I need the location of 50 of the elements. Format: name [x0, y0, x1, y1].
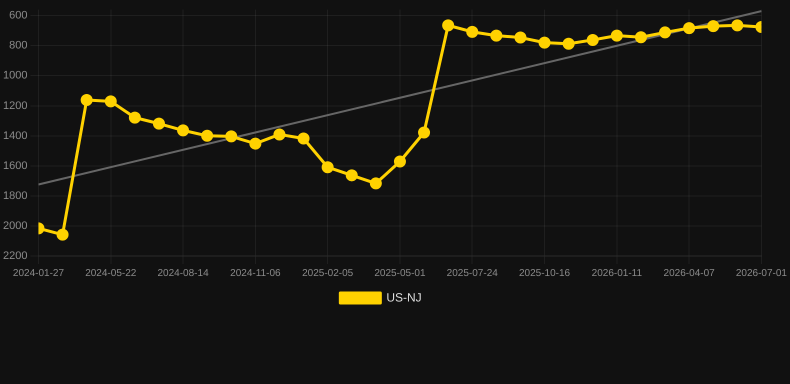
point	[346, 169, 358, 182]
point	[731, 19, 744, 32]
point	[298, 132, 310, 145]
x-tick-label: 2025-10-16	[518, 268, 571, 279]
point	[659, 26, 672, 38]
y-tick-label: 1200	[2, 100, 28, 112]
point	[586, 34, 599, 46]
point	[249, 138, 262, 150]
point	[177, 124, 190, 136]
y-tick-label: 1600	[2, 160, 28, 172]
point	[418, 126, 430, 138]
point	[707, 20, 720, 32]
x-tick-label: 2026-07-01	[736, 268, 788, 279]
y-tick-label: 1000	[2, 70, 28, 82]
y-tick-label: 1800	[2, 190, 28, 202]
x-tick-label: 2025-07-24	[446, 268, 498, 279]
point	[466, 26, 478, 38]
point	[201, 130, 214, 142]
point	[322, 161, 334, 174]
point	[634, 31, 647, 44]
point	[514, 32, 526, 44]
point	[610, 30, 623, 42]
y-tick-label: 1400	[2, 130, 28, 142]
x-tick-label: 2024-05-22	[85, 268, 137, 279]
point	[394, 155, 406, 168]
point	[538, 36, 551, 49]
x-tick-label: 2024-11-06	[230, 268, 281, 279]
y-tick-label: 2200	[2, 250, 28, 262]
point	[442, 19, 454, 32]
x-tick-label: 2025-02-05	[302, 268, 354, 279]
point	[225, 130, 238, 142]
legend-label: US-NJ	[386, 290, 422, 304]
point	[56, 228, 69, 241]
y-tick-label: 600	[9, 10, 28, 22]
y-tick-label: 2000	[2, 220, 28, 232]
point	[562, 38, 575, 50]
x-tick-label: 2024-01-27	[12, 268, 64, 279]
point	[490, 30, 502, 42]
point	[104, 95, 117, 108]
y-tick-label: 800	[9, 40, 28, 52]
x-tick-label: 2026-04-07	[664, 268, 716, 279]
point	[80, 94, 93, 106]
point	[152, 118, 165, 130]
x-tick-label: 2026-01-11	[592, 268, 642, 279]
point	[273, 128, 286, 140]
point	[683, 22, 696, 34]
x-tick-label: 2024-08-14	[157, 268, 210, 279]
point	[370, 177, 382, 190]
point	[128, 112, 141, 124]
x-tick-label: 2025-05-01	[374, 268, 426, 279]
